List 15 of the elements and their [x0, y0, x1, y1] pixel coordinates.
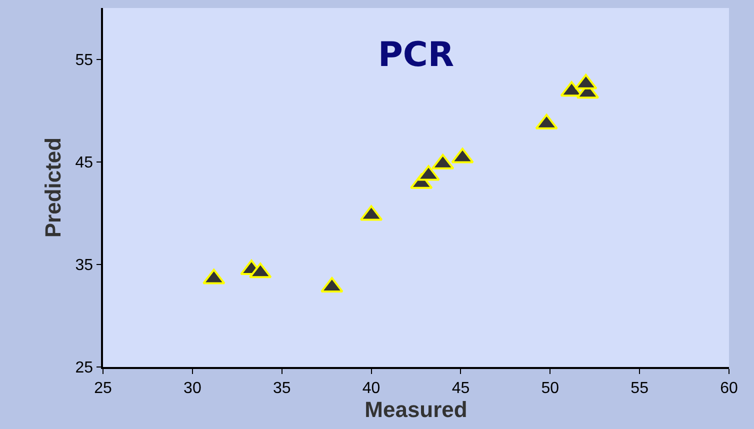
x-tick-label: 35: [272, 380, 291, 397]
y-tick-label: 45: [75, 154, 94, 172]
x-tick-label: 40: [362, 380, 380, 397]
x-tick-label: 60: [720, 380, 738, 397]
x-axis-title: Measured: [364, 396, 468, 422]
x-tick-label: 25: [94, 380, 112, 397]
text: PCR: [378, 35, 454, 75]
x-tick-label: 30: [184, 380, 202, 397]
y-tick-label: 35: [75, 257, 94, 274]
y-tick-label: 55: [75, 52, 94, 69]
y-axis-title: Predicted: [40, 137, 66, 238]
x-tick-label: 55: [630, 380, 649, 397]
x-tick-label: 45: [452, 380, 470, 397]
x-tick-label: 50: [541, 380, 560, 397]
y-tick-label: 25: [75, 360, 94, 377]
